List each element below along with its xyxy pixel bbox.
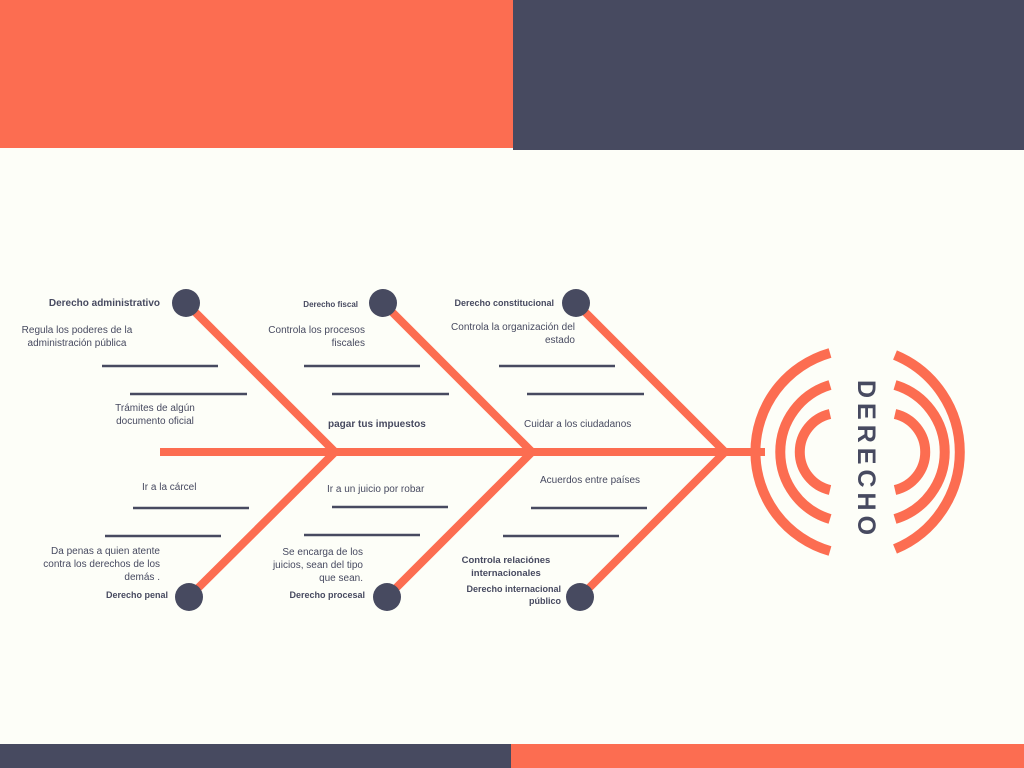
branch-name: Derecho procesal (289, 590, 365, 600)
placeholder-lines (102, 364, 647, 538)
bone-administrativo (183, 300, 338, 455)
branch-description: Da penas a quien atente contra los derec… (43, 546, 160, 583)
node-constitucional (562, 289, 590, 317)
head-arc-left-middle (775, 380, 832, 524)
head-arc-right-outer (893, 350, 965, 554)
footer-band-left (0, 744, 511, 768)
node-internacional (566, 583, 594, 611)
bone-penal (186, 449, 338, 600)
header-band-right (513, 0, 1024, 150)
bone-procesal (384, 449, 535, 600)
branch-note: Cuidar a los ciudadanos (524, 419, 632, 430)
branch-note: Acuerdos entre países (540, 475, 641, 486)
branch-description: Se encarga de los juicios, sean del tipo… (272, 547, 363, 584)
branch-note: Ir a la cárcel (142, 482, 197, 493)
head-arc-right-middle (893, 380, 950, 524)
head-arcs (750, 348, 965, 556)
node-procesal (373, 583, 401, 611)
bone-fiscal (380, 300, 535, 455)
node-administrativo (172, 289, 200, 317)
bone-constitucional (573, 300, 728, 455)
branch-note: Ir a un juicio por robar (327, 484, 425, 495)
branch-description: Controla relaciónes internacionales (461, 555, 551, 579)
header-band-left (0, 0, 513, 148)
branch-name: Derecho internacional público (466, 584, 561, 606)
branch-name: Derecho administrativo (48, 298, 160, 309)
head-arc-right-inner (893, 409, 931, 495)
branch-note: pagar tus impuestos (328, 419, 426, 430)
branch-note: Trámites de algún documento oficial (115, 403, 195, 427)
node-fiscal (369, 289, 397, 317)
branch-name: Derecho penal (105, 590, 168, 600)
branch-description: Controla la organización del estado (451, 322, 575, 346)
branch-description: Controla los procesos fiscales (268, 325, 365, 349)
head-arc-left-inner (794, 409, 832, 495)
node-penal (175, 583, 203, 611)
branch-name: Derecho fiscal (303, 300, 358, 309)
branch-description: Regula los poderes de la administración … (21, 325, 133, 349)
branch-name: Derecho constitucional (454, 298, 554, 308)
diagram-title: DERECHO (852, 380, 880, 541)
head-arc-left-outer (750, 348, 832, 556)
footer-band-right (511, 744, 1024, 768)
bone-internacional (577, 449, 728, 600)
